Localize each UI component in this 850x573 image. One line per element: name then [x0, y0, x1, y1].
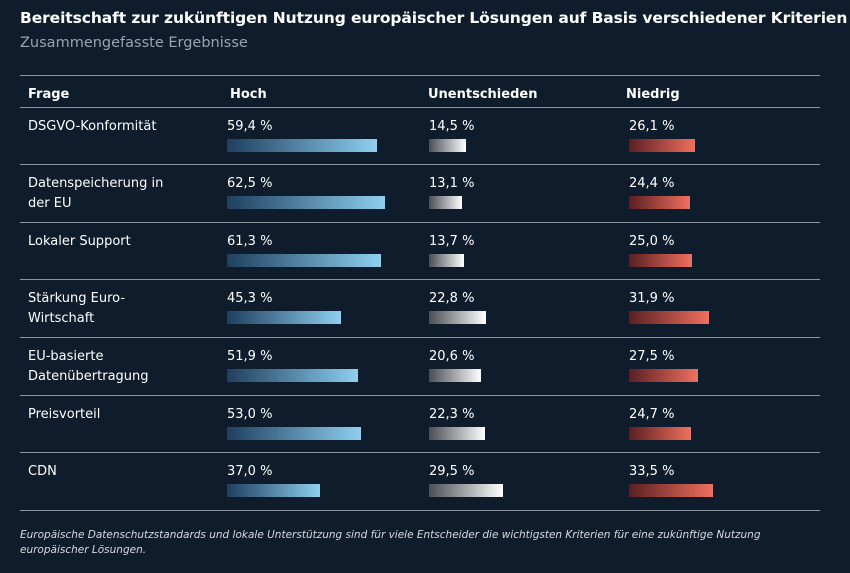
bar-hoch [227, 139, 377, 152]
value-label-unentschieden: 22,8 % [429, 291, 475, 306]
cell-niedrig: 24,4 % [629, 174, 690, 209]
bar-unentschieden [429, 484, 503, 497]
cell-unentschieden: 22,8 % [429, 289, 486, 324]
table-row: Stärkung Euro-Wirtschaft 45,3 % 22,8 % 31,9… [20, 280, 820, 338]
column-header-frage: Frage [28, 87, 70, 102]
table-row: Datenspeicherung in der EU 62,5 % 13,1 % 24… [20, 165, 820, 223]
row-label: Preisvorteil [28, 407, 101, 422]
value-label-niedrig: 26,1 % [629, 119, 675, 134]
results-table: Frage Hoch Unentschieden Niedrig DSGVO-K… [20, 75, 820, 511]
bar-hoch [227, 311, 341, 324]
bar-niedrig [629, 369, 698, 382]
value-label-niedrig: 25,0 % [629, 234, 675, 249]
cell-hoch: 62,5 % [227, 174, 385, 209]
bar-hoch [227, 254, 381, 267]
table-top-rule [20, 75, 820, 76]
cell-niedrig: 25,0 % [629, 232, 692, 267]
row-label: Lokaler Support [28, 234, 131, 249]
bar-hoch [227, 196, 385, 209]
row-label: DSGVO-Konformität [28, 119, 157, 134]
cell-unentschieden: 13,7 % [429, 232, 475, 267]
table-row: Preisvorteil 53,0 % 22,3 % 24,7 % [20, 396, 820, 453]
bar-hoch [227, 427, 361, 440]
table-row: EU-basierte Datenübertragung 51,9 % 20,6 %… [20, 338, 820, 396]
cell-unentschieden: 13,1 % [429, 174, 475, 209]
value-label-niedrig: 33,5 % [629, 464, 675, 479]
chart-title: Bereitschaft zur zukünftigen Nutzung eur… [20, 9, 848, 27]
value-label-hoch: 62,5 % [227, 176, 273, 191]
cell-niedrig: 24,7 % [629, 405, 691, 440]
cell-hoch: 61,3 % [227, 232, 381, 267]
value-label-hoch: 45,3 % [227, 291, 273, 306]
bar-niedrig [629, 427, 691, 440]
value-label-unentschieden: 14,5 % [429, 119, 475, 134]
value-label-unentschieden: 22,3 % [429, 407, 475, 422]
bar-unentschieden [429, 427, 485, 440]
bar-unentschieden [429, 254, 464, 267]
value-label-unentschieden: 13,7 % [429, 234, 475, 249]
value-label-unentschieden: 13,1 % [429, 176, 475, 191]
bar-niedrig [629, 484, 713, 497]
bar-hoch [227, 369, 358, 382]
cell-niedrig: 33,5 % [629, 462, 713, 497]
cell-hoch: 45,3 % [227, 289, 341, 324]
cell-unentschieden: 20,6 % [429, 347, 481, 382]
bar-unentschieden [429, 369, 481, 382]
bar-niedrig [629, 254, 692, 267]
bar-unentschieden [429, 196, 462, 209]
value-label-unentschieden: 20,6 % [429, 349, 475, 364]
chart-subtitle: Zusammengefasste Ergebnisse [20, 35, 248, 51]
cell-unentschieden: 29,5 % [429, 462, 503, 497]
value-label-hoch: 51,9 % [227, 349, 273, 364]
value-label-niedrig: 24,4 % [629, 176, 675, 191]
bar-niedrig [629, 311, 709, 324]
cell-niedrig: 27,5 % [629, 347, 698, 382]
value-label-hoch: 37,0 % [227, 464, 273, 479]
row-label: EU-basierte Datenübertragung [28, 349, 149, 384]
value-label-niedrig: 31,9 % [629, 291, 675, 306]
column-header-unentschieden: Unentschieden [428, 87, 538, 102]
bar-niedrig [629, 196, 690, 209]
column-header-niedrig: Niedrig [626, 87, 680, 102]
cell-hoch: 53,0 % [227, 405, 361, 440]
cell-unentschieden: 22,3 % [429, 405, 485, 440]
bar-unentschieden [429, 311, 486, 324]
column-header-hoch: Hoch [230, 87, 267, 102]
table-header: Frage Hoch Unentschieden Niedrig [20, 76, 820, 108]
bar-niedrig [629, 139, 695, 152]
cell-hoch: 51,9 % [227, 347, 358, 382]
value-label-unentschieden: 29,5 % [429, 464, 475, 479]
table-body: DSGVO-Konformität 59,4 % 14,5 % 26,1 % Daten… [20, 108, 820, 511]
bar-hoch [227, 484, 320, 497]
cell-hoch: 37,0 % [227, 462, 320, 497]
row-label: Datenspeicherung in der EU [28, 176, 164, 211]
row-label: CDN [28, 464, 57, 479]
value-label-niedrig: 24,7 % [629, 407, 675, 422]
footnote: Europäische Datenschutzstandards und lok… [20, 529, 761, 556]
table-row: DSGVO-Konformität 59,4 % 14,5 % 26,1 % [20, 108, 820, 165]
value-label-hoch: 59,4 % [227, 119, 273, 134]
value-label-niedrig: 27,5 % [629, 349, 675, 364]
row-label: Stärkung Euro-Wirtschaft [28, 291, 126, 326]
cell-hoch: 59,4 % [227, 117, 377, 152]
table-row: CDN 37,0 % 29,5 % 33,5 % [20, 453, 820, 511]
cell-niedrig: 26,1 % [629, 117, 695, 152]
cell-niedrig: 31,9 % [629, 289, 709, 324]
table-row: Lokaler Support 61,3 % 13,7 % 25,0 % [20, 223, 820, 280]
bar-unentschieden [429, 139, 466, 152]
cell-unentschieden: 14,5 % [429, 117, 475, 152]
value-label-hoch: 53,0 % [227, 407, 273, 422]
value-label-hoch: 61,3 % [227, 234, 273, 249]
